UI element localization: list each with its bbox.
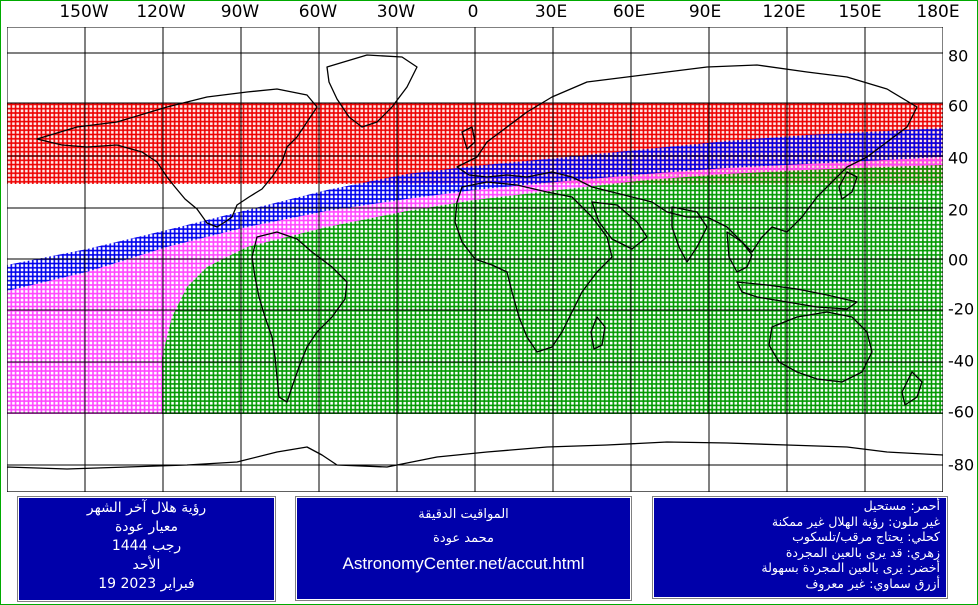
coast-greenland bbox=[326, 54, 418, 128]
lon-label: 150W bbox=[59, 2, 109, 22]
lon-label: 120W bbox=[136, 2, 186, 22]
lat-label: 20 bbox=[948, 200, 969, 220]
legend-item-uncolored: غير ملون: رؤية الهلال غير ممكنة bbox=[771, 513, 940, 529]
lon-label: 30E bbox=[534, 2, 568, 22]
legend-item-red: أحمر: مستحيل bbox=[863, 498, 940, 513]
panel-title: رؤية هلال آخر الشهر bbox=[86, 500, 207, 516]
legend-item-navy: كحلي: يحتاج مرقب/تلسكوب bbox=[792, 529, 940, 544]
gregorian-date: 19 فبراير 2023 bbox=[98, 576, 195, 592]
lon-label: 90E bbox=[688, 2, 722, 22]
title-panel: رؤية هلال آخر الشهر معيار عودة رجب 1444 … bbox=[18, 497, 275, 601]
coast-africa bbox=[454, 181, 613, 353]
lat-label: -80 bbox=[948, 455, 975, 475]
lat-label: 40 bbox=[948, 148, 969, 168]
zone-magenta-naked-eye-maybe bbox=[7, 157, 943, 414]
hijri-month: رجب 1444 bbox=[111, 538, 182, 554]
lon-label: 90W bbox=[220, 2, 260, 22]
coast-southeast-asia bbox=[726, 231, 753, 273]
coast-north-america bbox=[36, 88, 318, 228]
credits-title: المواقيت الدقيقة bbox=[418, 507, 509, 522]
coast-south-america bbox=[251, 231, 348, 403]
lat-label: -40 bbox=[948, 351, 975, 371]
lon-label: 0 bbox=[467, 2, 479, 22]
world-visibility-map bbox=[7, 27, 943, 492]
coast-indonesia bbox=[736, 281, 858, 310]
lat-lon-grid bbox=[7, 27, 943, 492]
weekday: الأحد bbox=[132, 557, 161, 573]
legend-item-pink: زهري: قد يرى بالعين المجردة bbox=[785, 544, 940, 560]
legend-item-sky-blue: أزرق سماوي: غير معروف bbox=[805, 575, 940, 591]
coast-europe-asia bbox=[456, 64, 918, 253]
lat-label: 00 bbox=[948, 250, 969, 270]
coast-australia bbox=[768, 311, 873, 383]
lon-label: 30W bbox=[376, 2, 416, 22]
lon-label: 120E bbox=[762, 2, 806, 22]
coastlines bbox=[7, 54, 943, 492]
coast-japan bbox=[838, 171, 858, 200]
lat-label: 60 bbox=[948, 96, 969, 116]
lon-label: 60W bbox=[298, 2, 338, 22]
lon-label: 60E bbox=[612, 2, 646, 22]
website-link[interactable]: AstronomyCenter.net/accut.html bbox=[342, 554, 585, 573]
legend-panel: أحمر: مستحيل غير ملون: رؤية الهلال غير م… bbox=[653, 497, 947, 598]
coast-madagascar bbox=[590, 316, 606, 350]
coast-new-zealand bbox=[901, 371, 923, 406]
lat-label: 80 bbox=[948, 46, 969, 66]
lat-label: -60 bbox=[948, 402, 975, 422]
credits-panel: المواقيت الدقيقة محمد عودة AstronomyCent… bbox=[296, 497, 631, 600]
coast-arabia bbox=[591, 201, 648, 250]
author-name: محمد عودة bbox=[433, 531, 494, 546]
legend-item-green: أخضر: يرى بالعين المجردة بسهولة bbox=[761, 560, 940, 575]
criterion-label: معيار عودة bbox=[114, 519, 179, 535]
lat-label: -20 bbox=[948, 299, 975, 319]
coast-uk bbox=[461, 126, 476, 150]
coast-antarctica bbox=[7, 441, 943, 492]
lon-label: 180E bbox=[916, 2, 960, 22]
lon-label: 150E bbox=[838, 2, 882, 22]
coast-india bbox=[671, 206, 708, 263]
